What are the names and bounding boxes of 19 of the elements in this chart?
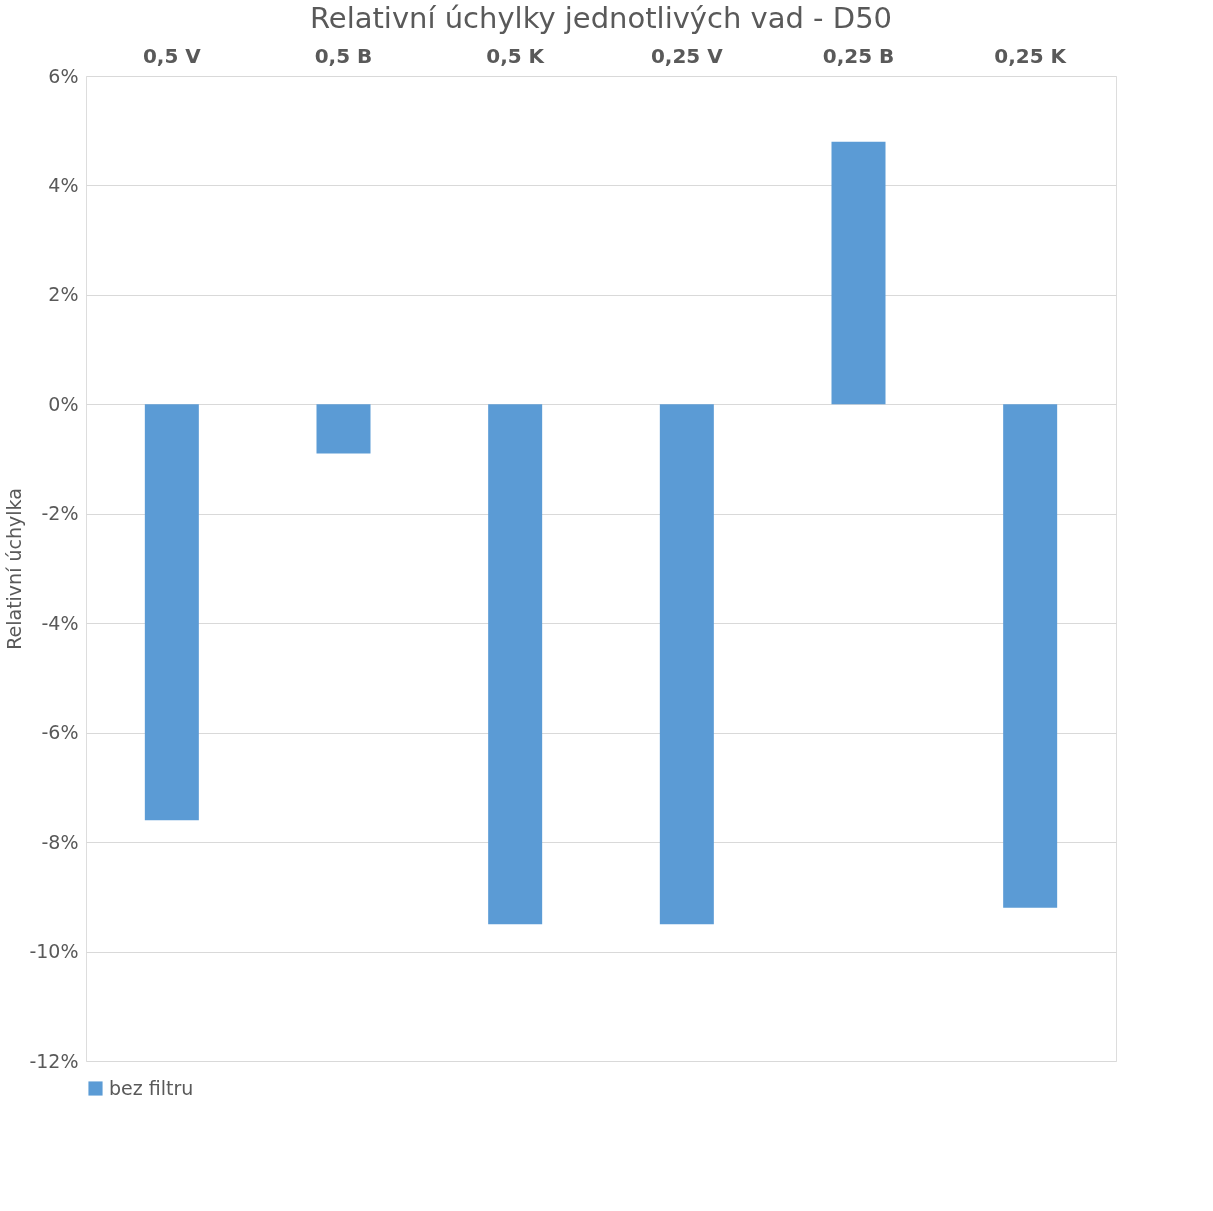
y-tick-label: -10% bbox=[29, 940, 79, 963]
y-axis-title: Relativní úchylka bbox=[3, 488, 26, 650]
x-tick-label: 0,5 V bbox=[142, 43, 202, 68]
y-tick-label: 4% bbox=[48, 173, 79, 196]
y-tick-label: -4% bbox=[41, 611, 79, 634]
y-tick-label: -8% bbox=[41, 830, 79, 853]
y-tick-label: 0% bbox=[48, 392, 79, 415]
x-tick-label: 0,5 K bbox=[486, 43, 546, 68]
y-tick-label: -12% bbox=[29, 1049, 79, 1072]
x-tick-label: 0,25 K bbox=[994, 43, 1068, 68]
x-tick-label: 0,25 V bbox=[650, 43, 724, 68]
y-tick-label: 2% bbox=[48, 283, 79, 306]
legend-label: bez filtru bbox=[109, 1076, 194, 1099]
y-tick-label: 6% bbox=[48, 64, 79, 87]
x-tick-label: 0,5 B bbox=[314, 43, 373, 68]
y-tick-label: -2% bbox=[41, 502, 79, 525]
chart-title: Relativní úchylky jednotlivých vad - D50 bbox=[309, 1, 893, 35]
y-tick-label: -6% bbox=[41, 721, 79, 744]
x-tick-label: 0,25 B bbox=[822, 43, 895, 68]
